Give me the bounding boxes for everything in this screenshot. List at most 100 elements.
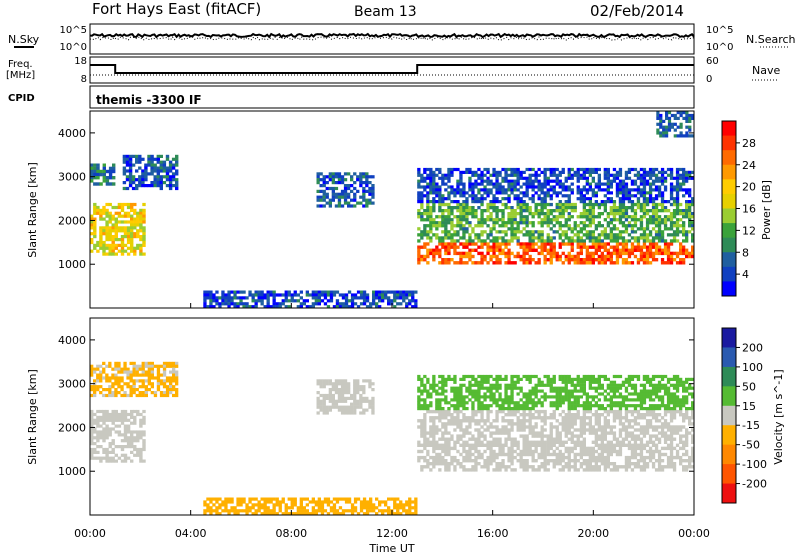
heat-cell (636, 218, 641, 222)
heat-cell (594, 431, 598, 435)
heat-cell (130, 439, 134, 443)
heat-cell (564, 413, 568, 417)
heat-cell (561, 440, 565, 444)
heat-cell (108, 412, 112, 417)
heat-cell (340, 405, 345, 409)
heat-cell (651, 209, 656, 213)
heat-cell (450, 218, 454, 222)
heat-cell (591, 428, 595, 432)
heat-cell (594, 239, 598, 243)
heat-cell (606, 446, 610, 451)
heat-cell (456, 407, 460, 411)
heat-cell (516, 197, 520, 201)
heat-cell (147, 154, 151, 158)
heat-cell (603, 437, 607, 441)
heat-cell (594, 236, 598, 240)
heat-cell (139, 208, 143, 212)
heat-cell (507, 221, 511, 225)
station-title: Fort Hays East (fitACF) (92, 0, 261, 18)
heat-cell (546, 167, 550, 172)
heat-cell (331, 198, 335, 202)
heat-cell (120, 379, 124, 383)
heat-cell (582, 437, 586, 441)
heat-cell (486, 386, 490, 390)
heat-cell (682, 194, 686, 198)
heat-cell (438, 407, 442, 411)
heat-cell (468, 209, 472, 213)
heat-cell (423, 407, 427, 411)
heat-cell (639, 202, 644, 207)
heat-cell (120, 246, 125, 250)
heat-cell (156, 373, 161, 377)
heat-cell (621, 185, 626, 189)
heat-cell (636, 176, 641, 180)
heat-cell (495, 377, 499, 381)
heat-cell (600, 242, 604, 246)
heat-cell (546, 202, 550, 207)
heat-cell (141, 361, 145, 365)
heat-cell (564, 419, 568, 423)
heat-cell (426, 465, 430, 469)
heat-cell (125, 175, 130, 179)
heat-cell (456, 386, 460, 390)
heat-cell (685, 236, 689, 240)
heat-cell (531, 239, 535, 243)
heat-cell (438, 401, 442, 405)
heat-cell (579, 194, 583, 198)
heat-cell (471, 194, 475, 198)
heat-cell (130, 412, 134, 417)
heat-cell (365, 189, 369, 193)
heat-cell (675, 221, 680, 225)
heat-cell (648, 200, 653, 204)
heat-cell (645, 245, 650, 249)
noise-search-line (89, 36, 695, 41)
heat-cell (582, 440, 586, 444)
heat-cell (132, 367, 136, 371)
heat-cell (657, 251, 662, 256)
heat-cell (99, 238, 103, 242)
heat-cell (519, 419, 523, 423)
heat-cell (528, 413, 532, 417)
heat-cell (156, 169, 160, 173)
heat-cell (162, 163, 167, 167)
heat-cell (615, 452, 620, 457)
heat-cell (144, 172, 148, 176)
heat-cell (685, 437, 689, 441)
heat-cell (510, 377, 514, 381)
heat-cell (549, 383, 553, 387)
heat-cell (679, 182, 683, 186)
heat-cell (573, 209, 577, 213)
heat-cell (147, 382, 151, 386)
heat-cell (528, 380, 532, 384)
heat-cell (426, 377, 430, 381)
heat-cell (156, 388, 161, 392)
heat-cell (585, 416, 589, 420)
heat-cell (666, 245, 671, 249)
heat-cell (293, 290, 297, 294)
heat-cell (120, 220, 125, 224)
heat-cell (162, 373, 167, 377)
heat-cell (624, 215, 629, 219)
heat-cell (657, 188, 662, 192)
heat-cell (549, 395, 553, 399)
heat-cell (444, 446, 448, 451)
heat-cell (483, 459, 487, 463)
heat-cell (344, 305, 349, 309)
heat-cell (420, 197, 424, 201)
heat-cell (642, 431, 647, 435)
nave-tick-top: 60 (706, 56, 719, 67)
heat-cell (471, 468, 475, 472)
heat-cell (411, 296, 415, 300)
heat-cell (636, 236, 641, 240)
heat-cell (108, 376, 112, 380)
heat-cell (648, 446, 653, 451)
heat-cell (239, 290, 243, 294)
heat-cell (438, 386, 442, 390)
heat-cell (102, 415, 106, 419)
heat-cell (513, 179, 517, 183)
heat-cell (669, 425, 674, 429)
heat-cell (129, 376, 133, 380)
heat-cell (630, 419, 635, 423)
heat-cell (325, 396, 329, 400)
heat-cell (642, 182, 647, 186)
